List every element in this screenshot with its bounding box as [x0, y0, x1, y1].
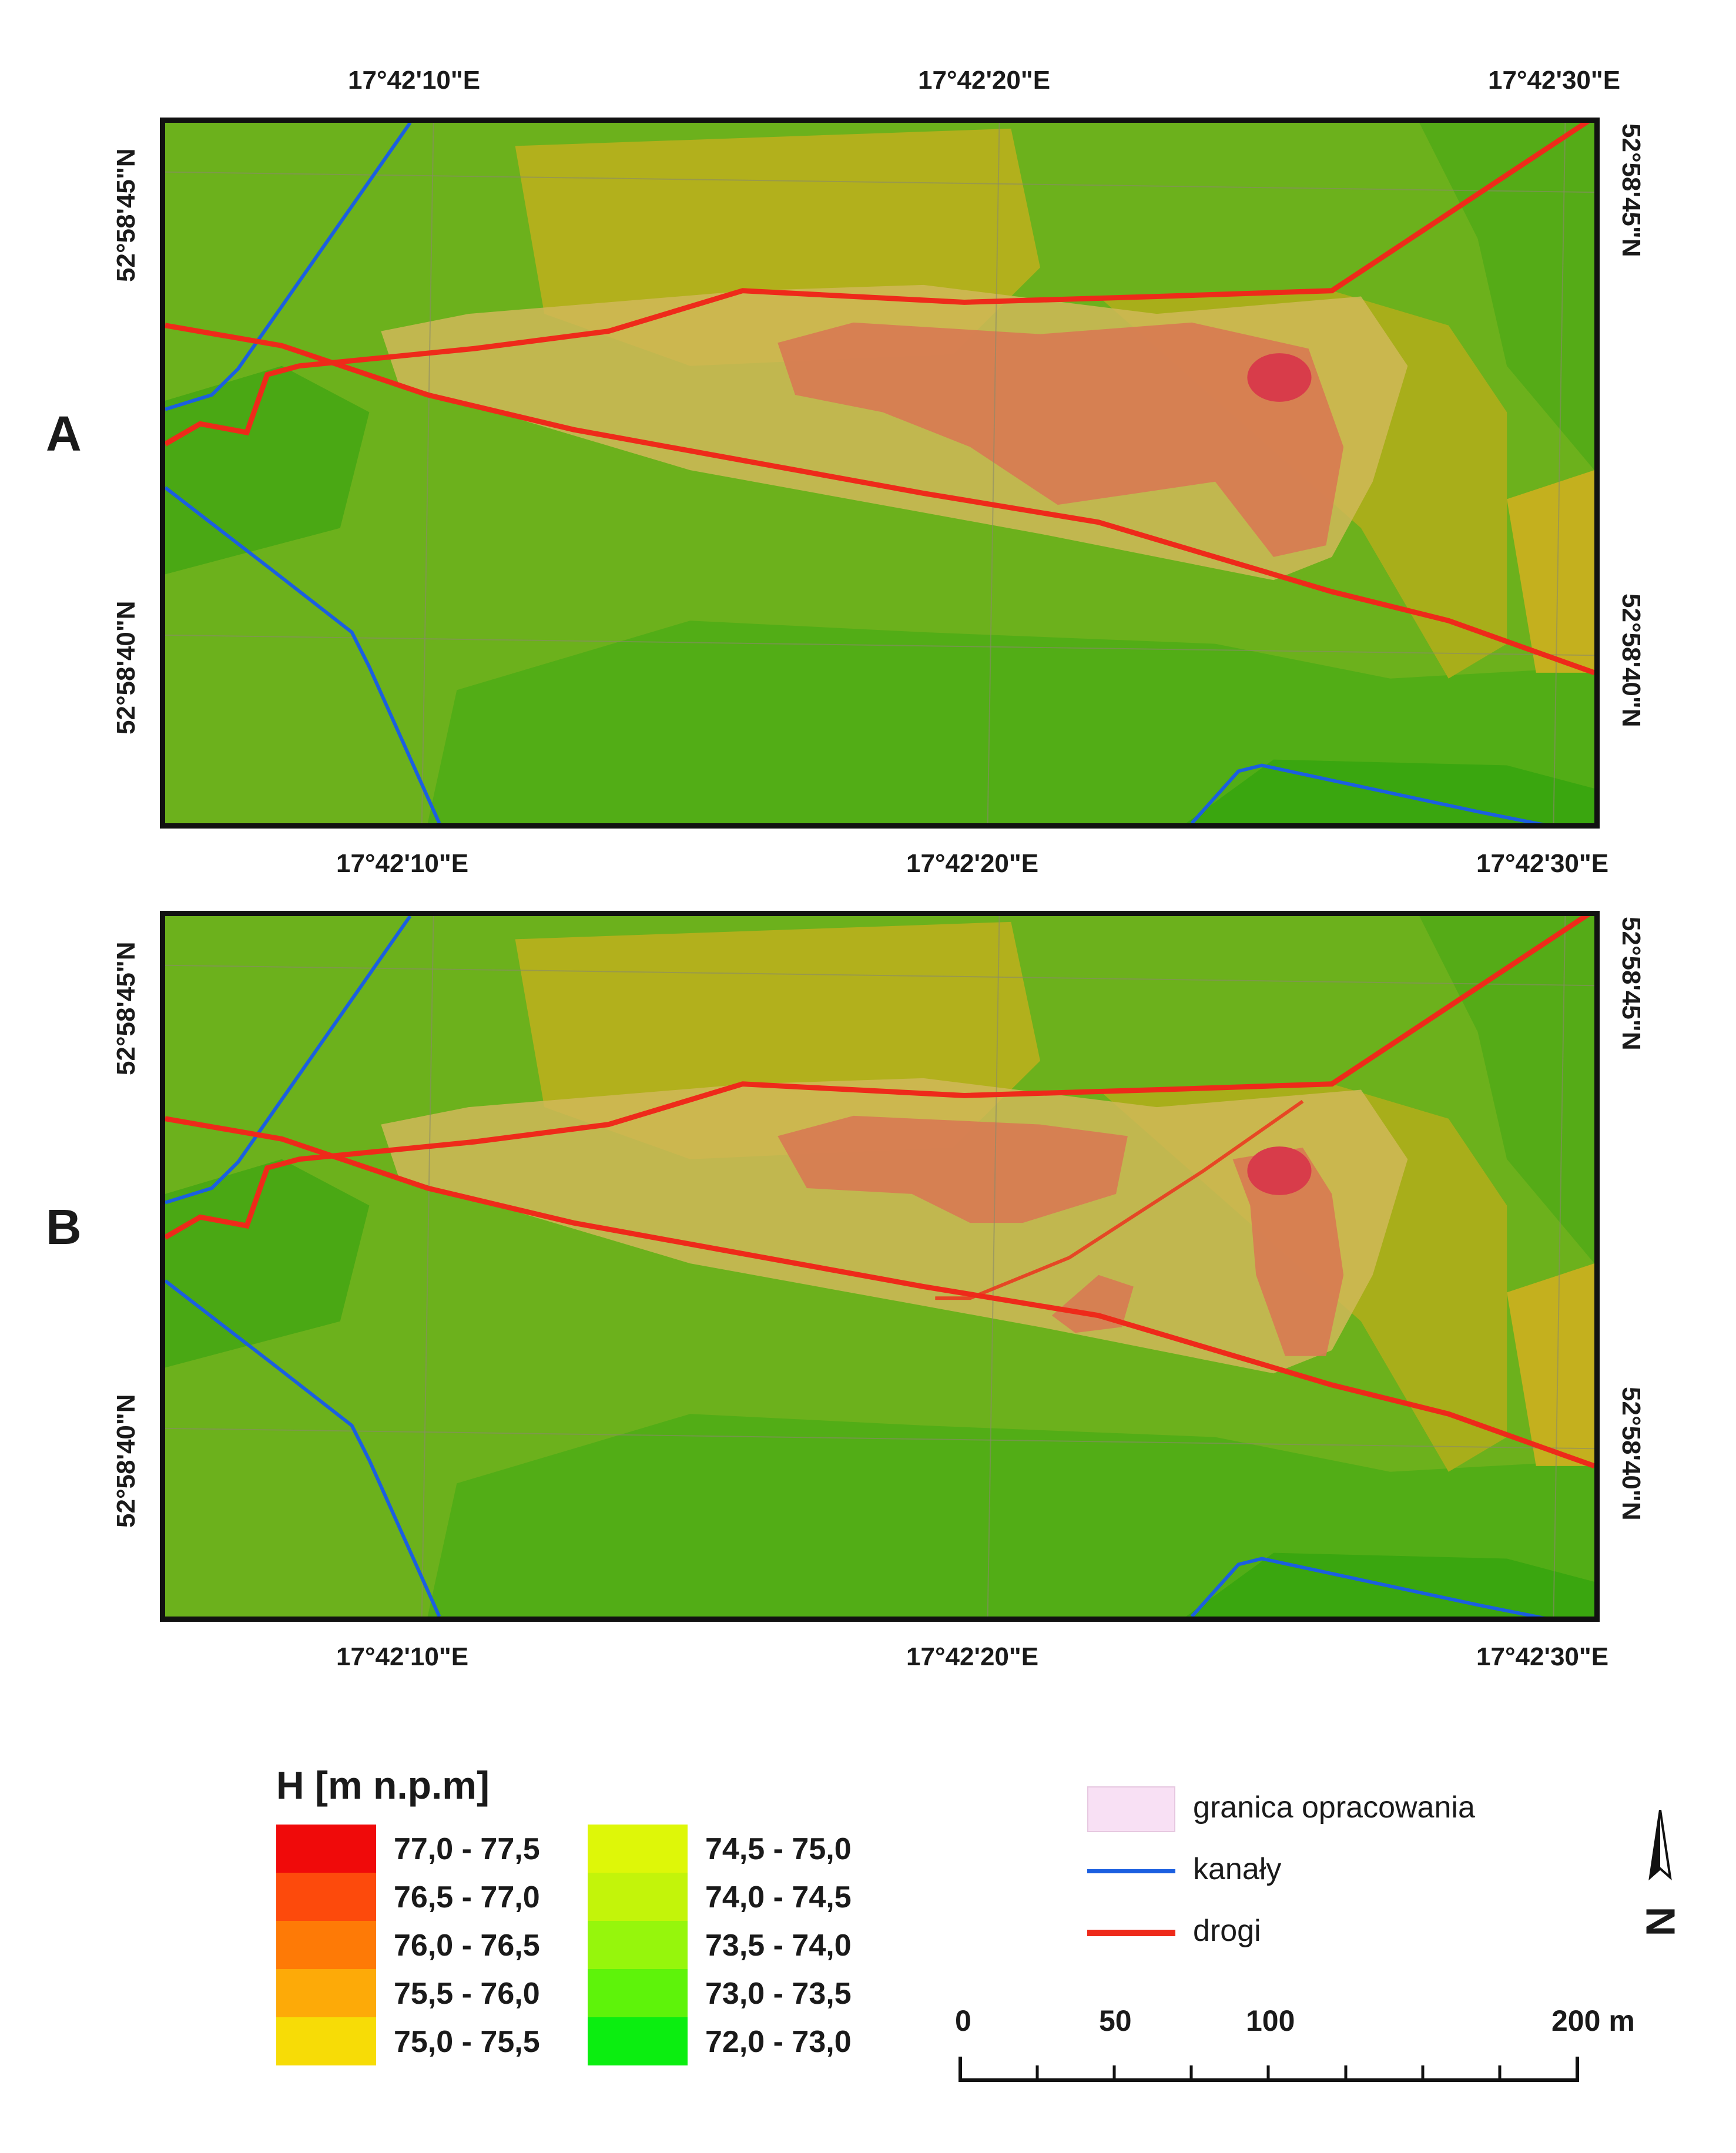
graticule-lon-20: [987, 123, 1000, 823]
map-panel-b[interactable]: [160, 911, 1600, 1622]
legend-swatch: [276, 1825, 376, 1873]
graticule-lat-40: [165, 1427, 1594, 1450]
graticule-lon-10: [421, 916, 434, 1617]
lat-label-a-right-2: 52°58'40"N: [1617, 593, 1645, 727]
legend-swatch: [588, 1873, 688, 1921]
north-letter: N: [1637, 1906, 1684, 1937]
terrain-mid-east: [1098, 290, 1507, 679]
lat-label-b-left-1: 52°58'45"N: [112, 941, 140, 1075]
legend-label: 74,0 - 74,5: [705, 1880, 852, 1914]
terrain-low-west: [165, 1159, 370, 1368]
map-b-svg: [165, 916, 1594, 1617]
lat-label-b-right-2: 52°58'40"N: [1617, 1387, 1645, 1521]
legend-label: 75,0 - 75,5: [394, 2025, 540, 2059]
panel-label-a: A: [46, 406, 82, 461]
legend-swatch: [588, 2017, 688, 2065]
lat-label-b-right-1: 52°58'45"N: [1617, 917, 1645, 1051]
graticule-lon-20: [987, 916, 1000, 1617]
terrain-yellow-east: [1507, 470, 1594, 673]
panel-label-b: B: [46, 1199, 82, 1255]
lon-label-b-bottom-1: 17°42'10"E: [336, 1642, 469, 1671]
terrain-low-west: [165, 365, 370, 575]
scale-label-100: 100: [1246, 2004, 1295, 2037]
elevation-high-zone-east: [1232, 1148, 1344, 1356]
legend-swatch: [276, 1921, 376, 1969]
canal-line-swatch: [1087, 1869, 1175, 1873]
lat-label-b-left-2: 52°58'40"N: [112, 1394, 140, 1528]
north-arrow-icon: [1648, 1809, 1672, 1881]
road-north: [165, 916, 1591, 1240]
lon-label-a-top-1: 17°42'10"E: [348, 66, 481, 95]
scale-label-0: 0: [955, 2004, 971, 2037]
canal-northwest: [165, 916, 412, 1205]
canal-southeast: [1190, 763, 1545, 823]
graticule-lon-30: [1553, 916, 1566, 1617]
lon-label-a-top-3: 17°42'30"E: [1488, 66, 1621, 95]
legend-swatch: [276, 1873, 376, 1921]
legend-label: 72,0 - 73,0: [705, 2025, 852, 2059]
road-line-swatch: [1087, 1930, 1175, 1936]
graticule-lat-45: [165, 964, 1594, 987]
scale-label-200: 200 m: [1551, 2004, 1635, 2037]
canals-label: kanały: [1193, 1852, 1282, 1886]
legend-label: 75,5 - 76,0: [394, 1977, 540, 2011]
terrain-low-northeast: [1419, 916, 1594, 1264]
lon-label-a-bottom-2: 17°42'20"E: [906, 849, 1039, 878]
legend-label: 73,5 - 74,0: [705, 1929, 852, 1963]
lat-label-a-left-2: 52°58'40"N: [112, 601, 140, 735]
canal-southeast: [1190, 1557, 1545, 1617]
lon-label-a-bottom-1: 17°42'10"E: [336, 849, 469, 878]
elevation-high-zone: [777, 322, 1344, 557]
canal-southwest: [165, 1279, 441, 1617]
graticule-lon-30: [1553, 123, 1566, 823]
legend-swatch: [588, 1969, 688, 2017]
graticule-lat-40: [165, 634, 1594, 656]
graticule-lat-45: [165, 171, 1594, 193]
boundary-swatch: [1087, 1786, 1175, 1832]
roads-label: drogi: [1193, 1914, 1261, 1948]
legend-swatch: [276, 2017, 376, 2065]
scale-bar: [959, 2057, 1579, 2082]
legend-label: 76,0 - 76,5: [394, 1929, 540, 1963]
map-panel-a[interactable]: [160, 118, 1600, 829]
legend-title: H [m n.p.m]: [276, 1763, 490, 1807]
lat-label-a-left-1: 52°58'45"N: [112, 148, 140, 282]
graticule-lon-10: [421, 123, 434, 823]
legend-label: 76,5 - 77,0: [394, 1880, 540, 1914]
legend-swatch: [588, 1921, 688, 1969]
legend-swatch: [276, 1969, 376, 2017]
lat-label-a-right-1: 52°58'45"N: [1617, 123, 1645, 257]
legend-label: 73,0 - 73,5: [705, 1977, 852, 2011]
road-diagonal: [935, 1099, 1304, 1300]
legend-swatch: [588, 1825, 688, 1873]
elevation-high-zone-west: [777, 1115, 1128, 1223]
terrain-mid-east: [1098, 1084, 1507, 1472]
scale-label-50: 50: [1099, 2004, 1132, 2037]
elevation-peak: [1247, 353, 1312, 402]
terrain-yellow-east: [1507, 1263, 1594, 1466]
study-area-boundary: [381, 1078, 1408, 1374]
north-arrow: N: [1634, 1809, 1687, 1945]
map-a-svg: [165, 123, 1594, 823]
canal-northwest: [165, 123, 412, 411]
lon-label-b-bottom-2: 17°42'20"E: [906, 1642, 1039, 1671]
lon-label-a-bottom-3: 17°42'30"E: [1476, 849, 1609, 878]
canal-southwest: [165, 486, 441, 823]
boundary-label: granica opracowania: [1193, 1790, 1475, 1825]
elevation-peak: [1247, 1146, 1312, 1195]
lon-label-a-top-2: 17°42'20"E: [918, 66, 1051, 95]
lon-label-b-bottom-3: 17°42'30"E: [1476, 1642, 1609, 1671]
road-north: [165, 123, 1591, 447]
legend-label: 74,5 - 75,0: [705, 1832, 852, 1866]
legend-label: 77,0 - 77,5: [394, 1832, 540, 1866]
